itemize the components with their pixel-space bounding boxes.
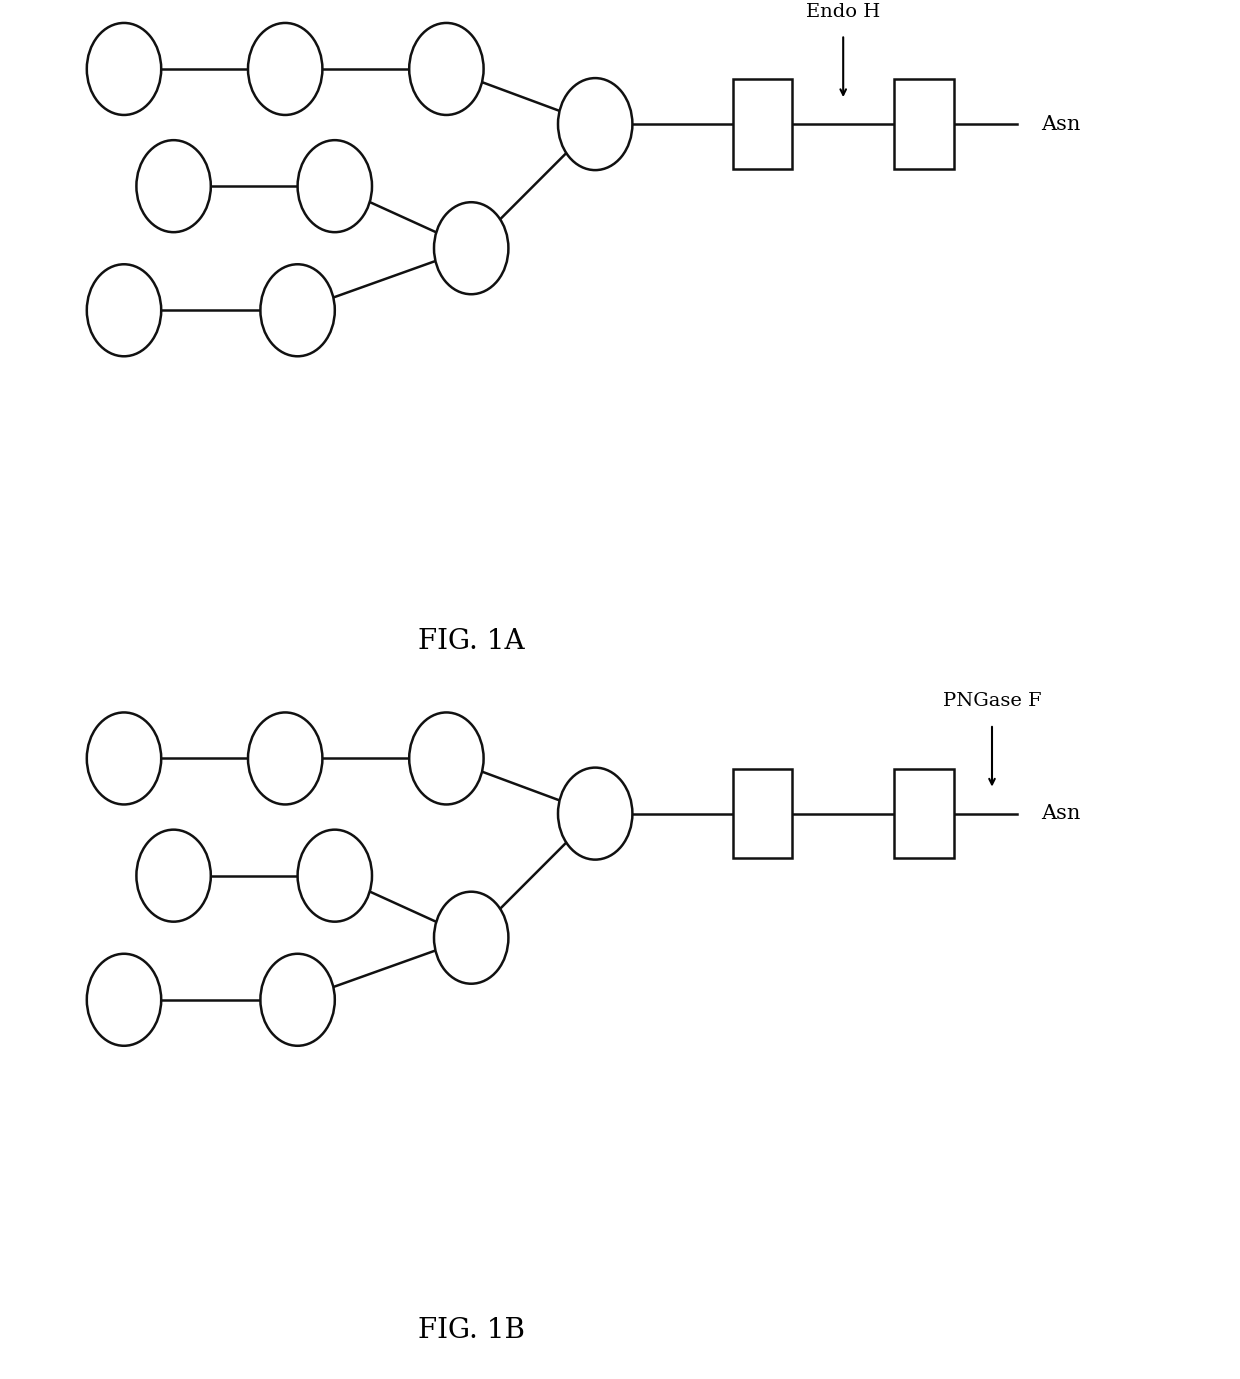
Ellipse shape: [558, 79, 632, 170]
Ellipse shape: [409, 23, 484, 114]
Ellipse shape: [298, 141, 372, 232]
Ellipse shape: [136, 141, 211, 232]
Text: FIG. 1B: FIG. 1B: [418, 1317, 525, 1345]
Ellipse shape: [558, 768, 632, 859]
Text: Asn: Asn: [1042, 114, 1081, 134]
FancyBboxPatch shape: [894, 769, 954, 858]
Text: PNGase F: PNGase F: [942, 692, 1042, 710]
Ellipse shape: [136, 830, 211, 921]
Ellipse shape: [260, 954, 335, 1045]
Ellipse shape: [87, 265, 161, 356]
Ellipse shape: [87, 954, 161, 1045]
Ellipse shape: [87, 713, 161, 804]
Ellipse shape: [248, 23, 322, 114]
Ellipse shape: [87, 23, 161, 114]
Ellipse shape: [434, 203, 508, 294]
Ellipse shape: [260, 265, 335, 356]
Ellipse shape: [409, 713, 484, 804]
Ellipse shape: [248, 713, 322, 804]
Ellipse shape: [434, 892, 508, 983]
FancyBboxPatch shape: [733, 80, 792, 168]
Text: Asn: Asn: [1042, 804, 1081, 823]
Text: FIG. 1A: FIG. 1A: [418, 627, 525, 655]
FancyBboxPatch shape: [894, 80, 954, 168]
Text: Endo H: Endo H: [806, 3, 880, 21]
FancyBboxPatch shape: [733, 769, 792, 858]
Ellipse shape: [298, 830, 372, 921]
